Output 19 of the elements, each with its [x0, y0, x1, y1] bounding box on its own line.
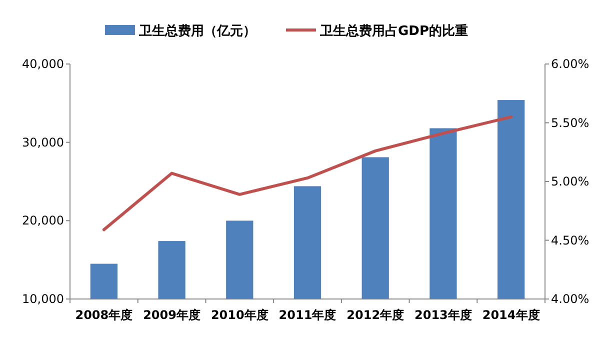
line-series: [102, 115, 513, 232]
x-tick-label: 2010年度: [210, 308, 268, 322]
x-tick-label: 2013年度: [414, 308, 472, 322]
y-tick-label: 40,000: [22, 57, 64, 71]
y2-tick-label: 5.00%: [551, 174, 590, 188]
y2-tick-label: 4.00%: [551, 292, 590, 306]
x-tick-label: 2012年度: [346, 308, 404, 322]
y-tick-label: 20,000: [22, 214, 64, 228]
y-tick-label: 30,000: [22, 135, 64, 150]
y2-tick-label: 6.00%: [551, 57, 590, 71]
x-tick-label: 2011年度: [278, 308, 336, 322]
legend-label: 卫生总费用（亿元）: [138, 23, 256, 39]
x-tick-label: 2008年度: [75, 308, 133, 322]
legend-label: 卫生总费用占GDP的比重: [319, 23, 468, 39]
y2-tick-label: 5.50%: [551, 116, 590, 130]
y-tick-label: 10,000: [22, 292, 64, 306]
y2-tick-label: 4.50%: [551, 233, 590, 248]
x-tick-label: 2009年度: [143, 308, 200, 322]
x-tick-label: 2014年度: [482, 308, 540, 322]
